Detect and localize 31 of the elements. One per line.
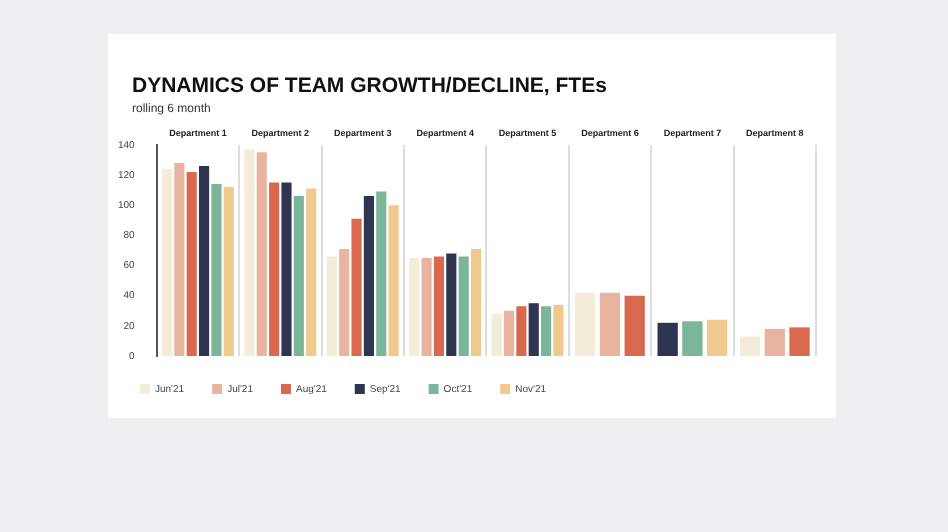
- bar: [470, 248, 482, 356]
- bar: [503, 310, 515, 356]
- bar: [293, 196, 304, 356]
- chart-title: DYNAMICS OF TEAM GROWTH/DECLINE, FTEs: [132, 74, 607, 98]
- bar: [244, 149, 255, 356]
- bar: [491, 313, 502, 356]
- bar: [161, 168, 173, 356]
- bar: [553, 304, 564, 356]
- bar: [363, 196, 374, 356]
- bar: [211, 184, 222, 356]
- bar: [528, 303, 539, 356]
- bar: [541, 306, 552, 356]
- bar: [516, 306, 527, 356]
- bar: [174, 162, 185, 356]
- bar: [446, 253, 457, 356]
- bar: [269, 182, 280, 356]
- bar: [199, 165, 210, 356]
- bar: [433, 256, 445, 356]
- bar: [256, 152, 267, 356]
- bar: [326, 256, 337, 356]
- bar: [458, 256, 469, 356]
- bar: [281, 182, 292, 356]
- bar: [376, 191, 387, 356]
- bar: [223, 187, 234, 356]
- bar: [351, 218, 362, 356]
- bar: [306, 188, 317, 356]
- bar: [388, 205, 399, 356]
- bar: [409, 257, 420, 356]
- bar: [186, 171, 197, 356]
- bar: [339, 248, 350, 356]
- bar: [421, 257, 432, 356]
